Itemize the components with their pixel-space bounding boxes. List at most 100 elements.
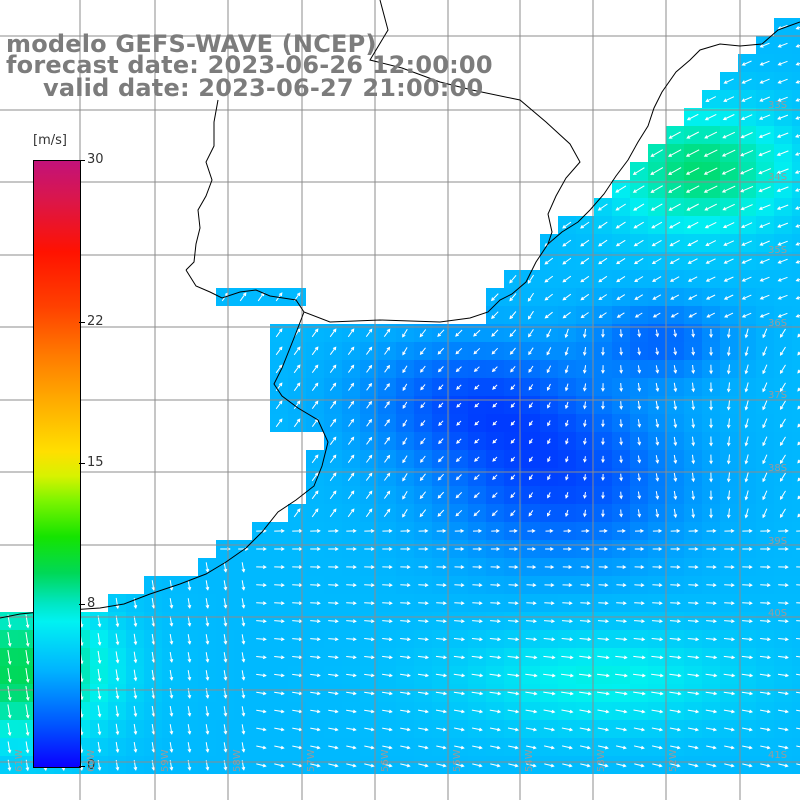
wind-arrow: [508, 619, 519, 624]
wind-arrow: [275, 346, 283, 356]
wind-arrow: [328, 673, 339, 678]
wind-arrow: [634, 601, 645, 606]
wind-arrow: [490, 583, 501, 587]
wind-arrow: [723, 709, 736, 714]
wind-arrow: [709, 508, 713, 519]
wind-arrow: [726, 436, 731, 447]
wind-arrow: [597, 709, 610, 714]
wind-arrow: [420, 420, 426, 427]
wind-arrow: [759, 78, 770, 84]
wind-arrow: [525, 691, 538, 696]
wind-cell: [792, 162, 800, 180]
wind-arrow: [688, 529, 699, 533]
wind-arrow: [490, 745, 501, 750]
wind-arrow: [634, 312, 643, 318]
colorbar-tick-mark: [79, 766, 85, 767]
wind-arrow: [724, 763, 735, 768]
wind-arrow: [115, 723, 120, 736]
wind-arrow: [673, 347, 678, 356]
wind-arrow: [562, 601, 573, 605]
wind-arrow: [508, 745, 519, 750]
wind-arrow: [795, 314, 800, 318]
wind-arrow: [455, 492, 463, 499]
coastline: [0, 0, 800, 619]
wind-arrow: [760, 565, 771, 569]
wind-cell: [792, 126, 800, 144]
wind-arrow: [721, 167, 736, 175]
wind-arrow: [619, 455, 623, 464]
wind-arrow: [382, 583, 393, 587]
wind-arrow: [420, 384, 426, 391]
wind-arrow: [655, 329, 660, 338]
wind-arrow: [328, 709, 339, 714]
wind-arrow: [758, 114, 771, 120]
wind-arrow: [744, 490, 749, 501]
colorbar-tick-label: 22: [87, 313, 104, 329]
wind-arrow: [579, 727, 592, 732]
wind-arrow: [418, 529, 429, 533]
wind-arrow: [383, 508, 391, 517]
wind-arrow: [651, 745, 663, 750]
wind-arrow: [329, 346, 337, 355]
wind-arrow: [691, 329, 695, 338]
wind-arrow: [364, 637, 375, 642]
wind-arrow: [583, 456, 587, 463]
wind-arrow: [420, 402, 426, 409]
wind-arrow: [508, 601, 519, 605]
wind-arrow: [705, 655, 718, 660]
wind-arrow: [601, 437, 605, 446]
wind-arrow: [687, 691, 700, 696]
wind-arrow: [187, 634, 192, 645]
wind-arrow: [778, 565, 789, 569]
wind-arrow: [582, 365, 587, 374]
wind-arrow: [598, 275, 608, 283]
wind-arrow: [274, 727, 285, 732]
wind-arrow: [726, 508, 731, 519]
wind-arrow: [795, 62, 800, 66]
wind-arrow: [565, 509, 569, 518]
wind-arrow: [601, 419, 605, 428]
wind-arrow: [704, 131, 718, 139]
wind-arrow: [472, 547, 483, 551]
wind-arrow: [402, 419, 408, 428]
wind-arrow: [418, 565, 429, 569]
wind-arrow: [565, 474, 569, 481]
wind-arrow: [400, 529, 411, 533]
wind-arrow: [97, 633, 102, 646]
wind-arrow: [617, 529, 626, 533]
wind-arrow: [669, 709, 682, 714]
wind-arrow: [115, 669, 120, 682]
wind-arrow: [346, 691, 357, 696]
wind-arrow: [796, 655, 800, 658]
wind-arrow: [758, 204, 771, 210]
wind-arrow: [651, 637, 664, 642]
wind-arrow: [619, 383, 623, 392]
wind-arrow: [777, 60, 788, 66]
wind-cell: [792, 648, 800, 666]
wind-arrow: [383, 328, 391, 337]
wind-arrow: [256, 547, 267, 551]
wind-cell: [792, 252, 800, 270]
wind-arrow: [454, 547, 465, 551]
wind-arrow: [436, 529, 447, 533]
wind-arrow: [529, 438, 533, 445]
wind-arrow: [544, 311, 553, 319]
wind-arrow: [744, 418, 749, 429]
wind-arrow: [293, 418, 301, 428]
wind-arrow: [311, 364, 319, 373]
wind-arrow: [685, 167, 700, 175]
wind-arrow: [669, 673, 682, 678]
wind-arrow: [471, 691, 484, 696]
wind-arrow: [691, 364, 696, 375]
wind-arrow: [777, 673, 790, 678]
wind-arrow: [673, 454, 678, 464]
wind-arrow: [758, 150, 771, 157]
wind-arrow: [274, 637, 285, 642]
wind-arrow: [400, 727, 411, 732]
wind-arrow: [151, 633, 156, 646]
wind-cell: [792, 324, 800, 342]
wind-arrow: [419, 347, 426, 356]
wind-arrow: [633, 691, 646, 696]
wind-arrow: [310, 619, 321, 624]
wind-arrow: [527, 547, 536, 551]
